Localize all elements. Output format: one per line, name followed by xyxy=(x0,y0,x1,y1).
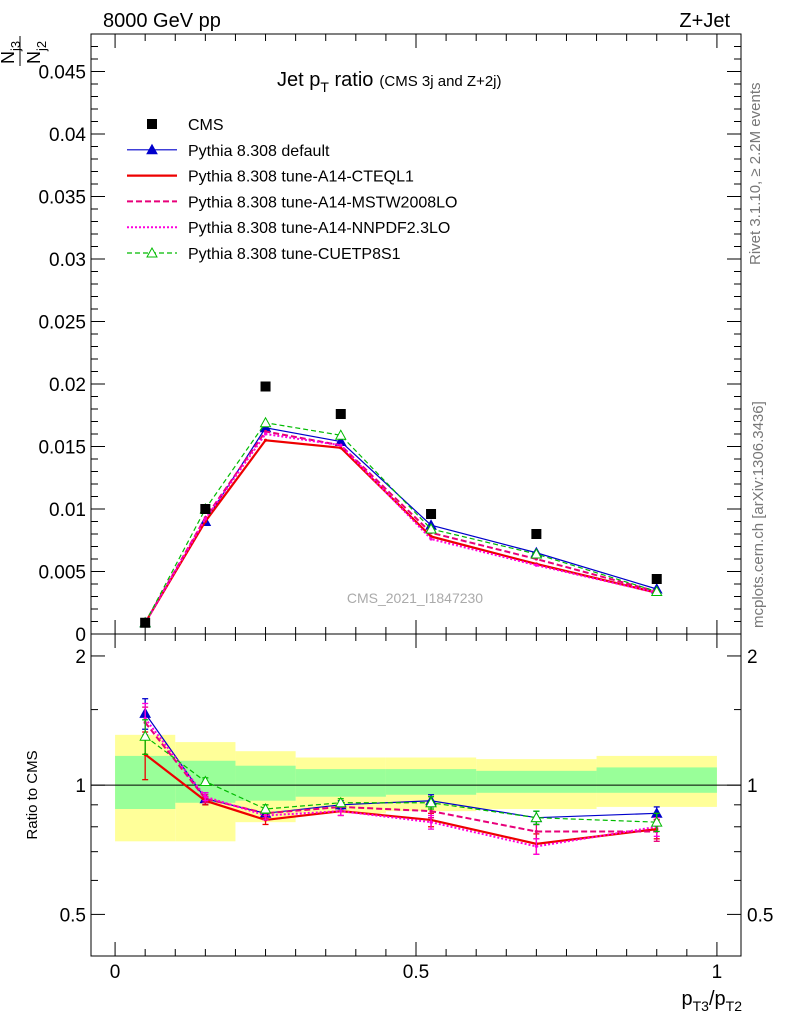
legend-marker xyxy=(146,143,158,155)
ratio-point-3 xyxy=(339,809,343,813)
ratio-point-4 xyxy=(650,816,663,827)
cms-data-point xyxy=(260,381,271,392)
series-point-4 xyxy=(259,416,272,428)
y-tick-label: 0.045 xyxy=(38,63,86,84)
cms-data-point xyxy=(335,409,346,419)
series-point-3 xyxy=(339,443,343,447)
legend-label: Pythia 8.308 default xyxy=(188,143,330,160)
band-green xyxy=(235,765,296,801)
header-energy: 8000 GeV pp xyxy=(103,10,221,32)
cms-data-point xyxy=(651,574,662,584)
ratio-tick-label-right: 1 xyxy=(747,776,758,797)
legend-entry: Pythia 8.308 tune-A14-CTEQL1 xyxy=(127,169,414,186)
legend-entry: Pythia 8.308 tune-A14-NNPDF2.3LO xyxy=(127,220,450,237)
y-tick-label: 0.005 xyxy=(38,563,86,584)
series-point-3 xyxy=(203,517,207,521)
series-point-4 xyxy=(334,429,347,440)
mcplots-label: mcplots.cern.ch [arXiv:1306.3436] xyxy=(750,401,767,628)
legend-label: Pythia 8.308 tune-CUETP8S1 xyxy=(188,246,401,263)
series-point-3 xyxy=(429,537,433,541)
legend-label: Pythia 8.308 tune-A14-NNPDF2.3LO xyxy=(188,220,450,237)
ratio-point-4 xyxy=(425,796,437,808)
ratio-point-4 xyxy=(139,730,152,741)
y-tick-label: 0.04 xyxy=(49,125,86,146)
y-tick-label: 0.01 xyxy=(49,500,86,521)
watermark-label: CMS_2021_I1847230 xyxy=(347,590,483,606)
x-tick-label: 0 xyxy=(110,962,121,983)
cms-data-point xyxy=(200,504,211,514)
legend-marker-square xyxy=(147,119,157,129)
ratio-point-3 xyxy=(203,795,207,799)
band-green xyxy=(295,769,386,797)
ratio-point-2 xyxy=(429,809,433,813)
legend-entry: Pythia 8.308 tune-A14-MSTW2008LO xyxy=(127,194,457,211)
series-point-4 xyxy=(425,522,437,534)
legend: CMS Pythia 8.308 default Pythia 8.308 tune… xyxy=(127,117,457,263)
ratio-tick-label: 0.5 xyxy=(60,905,86,926)
ratio-point-4 xyxy=(530,811,543,823)
y-axis-label-ratio: Ratio to CMS xyxy=(24,750,41,839)
plot-title: Jet pT ratio (CMS 3j and Z+2j) xyxy=(277,69,502,95)
y-tick-label: 0.025 xyxy=(38,313,86,334)
ratio-point-3 xyxy=(263,813,268,818)
ratio-tick-label: 2 xyxy=(75,647,86,668)
legend-entry: CMS xyxy=(147,117,224,134)
band-green xyxy=(596,767,717,793)
y-axis-label-main: Nj3 Nj2 xyxy=(0,36,49,66)
rivet-label: Rivet 3.1.10, ≥ 2.2M events xyxy=(747,83,764,266)
series-point-1 xyxy=(263,438,268,442)
series-point-3 xyxy=(263,432,268,436)
ratio-point-3 xyxy=(429,820,433,824)
series-point-2 xyxy=(263,429,268,434)
cms-data-point xyxy=(140,617,151,628)
x-tick-label: 1 xyxy=(712,962,723,983)
x-tick-label: 0.5 xyxy=(403,962,429,983)
ratio-point-3 xyxy=(534,844,538,849)
ratio-tick-label-right: 0.5 xyxy=(747,905,773,926)
x-axis-label: pT3/pT2 xyxy=(682,988,743,1014)
legend-label: Pythia 8.308 tune-A14-MSTW2008LO xyxy=(188,194,457,211)
y-tick-label: 0.02 xyxy=(49,375,86,396)
legend-label: CMS xyxy=(188,117,224,134)
legend-marker xyxy=(146,246,158,258)
ratio-point-4 xyxy=(334,796,347,808)
svg-text:Nj3: Nj3 xyxy=(0,41,23,64)
ratio-tick-label-right: 2 xyxy=(747,647,758,668)
ratio-point-2 xyxy=(534,829,538,834)
y-tick-label: 0.035 xyxy=(38,188,86,209)
cms-data-point xyxy=(531,529,542,539)
band-green xyxy=(385,769,477,795)
ratio-tick-label: 1 xyxy=(75,776,86,797)
cms-data-point xyxy=(426,509,437,519)
y-tick-label: 0 xyxy=(75,625,86,646)
legend-label: Pythia 8.308 tune-A14-CTEQL1 xyxy=(188,169,414,186)
series-point-4 xyxy=(530,547,543,559)
legend-entry: Pythia 8.308 tune-CUETP8S1 xyxy=(127,246,401,263)
band-green xyxy=(476,770,597,793)
legend-entry: Pythia 8.308 default xyxy=(127,143,330,160)
header-process: Z+Jet xyxy=(679,10,730,32)
y-tick-label: 0.03 xyxy=(49,250,86,271)
ratio-point-4 xyxy=(259,802,272,814)
series-point-4 xyxy=(650,585,663,596)
svg-text:Nj2: Nj2 xyxy=(24,41,49,64)
series-point-3 xyxy=(534,563,538,567)
ratio-point-4 xyxy=(199,775,212,786)
y-tick-label: 0.015 xyxy=(38,438,86,459)
